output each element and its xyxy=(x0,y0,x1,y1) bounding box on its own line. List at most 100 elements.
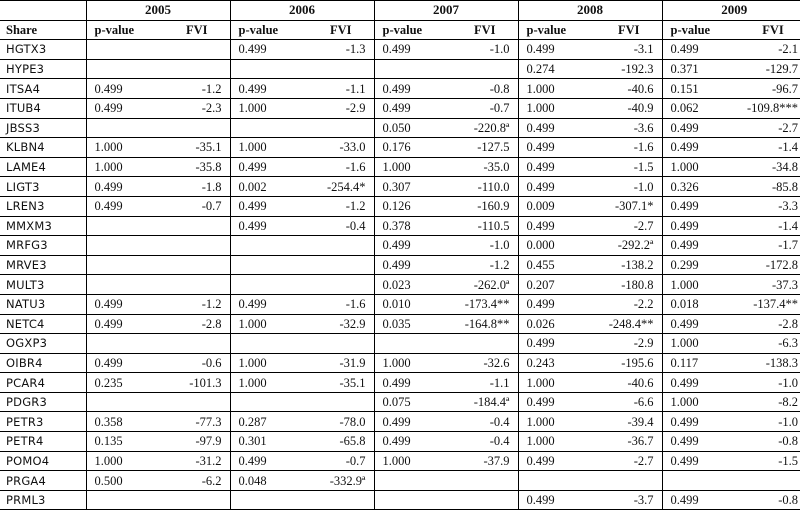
pvalue-cell: 0.299 xyxy=(661,255,740,276)
fvi-cell: -0.4 xyxy=(452,431,518,452)
fvi-column-header: FVI xyxy=(308,20,374,41)
table-row: MMXM3 0.499 -0.4 0.378 -110.5 0.499 -2.7 0.499-… xyxy=(0,216,800,237)
fvi-cell: -96.7 xyxy=(740,78,800,99)
table-row: KLBN4 1.000 -35.1 1.000 -33.0 0.176 -127.5 0.49… xyxy=(0,137,800,158)
table-row: MRVE3 0.499 -1.2 0.455 -138.2 0.299 -172.8 xyxy=(0,255,800,276)
fvi-cell: -40.6 xyxy=(596,78,662,99)
share-cell: ITUB4 xyxy=(0,98,86,119)
pvalue-cell xyxy=(373,470,452,491)
pvalue-cell: 0.499 xyxy=(661,314,740,335)
fvi-cell: -109.8*** xyxy=(740,98,800,119)
pvalue-cell: 0.151 xyxy=(661,78,740,99)
fvi-cell: -6.6 xyxy=(596,392,662,413)
fvi-cell: -248.4** xyxy=(596,314,662,335)
fvi-cell: -138.3 xyxy=(740,353,800,374)
pvalue-cell xyxy=(229,118,308,139)
fvi-cell: -32.6 xyxy=(452,353,518,374)
pvalue-cell: 0.018 xyxy=(661,294,740,315)
fvi-cell: -0.8 xyxy=(740,490,800,510)
pvalue-cell: 0.499 xyxy=(229,294,308,315)
fvi-cell: -110.5 xyxy=(452,216,518,237)
fvi-cell: -65.8 xyxy=(308,431,374,452)
pvalue-cell: 1.000 xyxy=(229,314,308,335)
pvalue-cell: 0.499 xyxy=(85,294,164,315)
table-row: NATU3 0.499 -1.2 0.499 -1.6 0.010 -173.4** 0.49… xyxy=(0,294,800,315)
fvi-cell: -1.4 xyxy=(740,137,800,158)
share-cell: MRVE3 xyxy=(0,255,86,276)
fvi-cell: -1.3 xyxy=(308,39,374,60)
share-column-header: Share xyxy=(0,20,86,41)
share-cell: PETR4 xyxy=(0,431,86,452)
fvi-cell: -2.8 xyxy=(740,314,800,335)
year-header: 2008 xyxy=(517,0,662,21)
pvalue-cell: 0.499 xyxy=(373,431,452,452)
pvalue-cell: 1.000 xyxy=(661,157,740,178)
pvalue-cell: 1.000 xyxy=(517,372,596,393)
fvi-cell: -262.0ª xyxy=(452,274,518,295)
table-row: HYPE3 0.274 -192.3 0.371 -129.7 xyxy=(0,59,800,80)
fvi-cell: -127.5 xyxy=(452,137,518,158)
pvalue-cell: 1.000 xyxy=(661,392,740,413)
pvalue-cell xyxy=(373,59,452,80)
pvalue-cell: 0.243 xyxy=(517,353,596,374)
pvalue-cell: 1.000 xyxy=(661,274,740,295)
pvalue-cell: 0.009 xyxy=(517,196,596,217)
fvi-cell xyxy=(308,490,374,510)
pvalue-cell: 0.499 xyxy=(517,451,596,472)
table-row: HGTX3 0.499 -1.3 0.499 -1.0 0.499 -3.1 0.499 -2.… xyxy=(0,39,800,60)
pvalue-cell xyxy=(85,59,164,80)
pvalue-cell: 0.499 xyxy=(661,216,740,237)
fvi-cell: -2.7 xyxy=(740,118,800,139)
pvalue-cell: 1.000 xyxy=(661,333,740,354)
fvi-cell xyxy=(308,392,374,413)
table-row: PDGR3 0.075 -184.4ª 0.499 -6.6 1.000 -8.2 xyxy=(0,392,800,413)
fvi-cell: -78.0 xyxy=(308,411,374,433)
fvi-cell xyxy=(740,470,800,491)
fvi-cell: -39.4 xyxy=(596,411,662,433)
pvalue-cell: 1.000 xyxy=(229,137,308,158)
pvalue-cell: 0.499 xyxy=(85,98,164,119)
fvi-cell xyxy=(164,39,230,60)
pvalue-cell: 0.499 xyxy=(373,39,452,60)
pvalue-cell: 0.499 xyxy=(517,294,596,315)
pvalue-cell: 1.000 xyxy=(85,137,164,158)
table-row: NETC4 0.499 -2.8 1.000 -32.9 0.035 -164.8** 0.0… xyxy=(0,314,800,335)
pvalue-column-header: p-value xyxy=(229,20,308,41)
pvalue-cell xyxy=(373,490,452,510)
fvi-cell: -1.2 xyxy=(164,78,230,99)
share-cell: PDGR3 xyxy=(0,392,86,413)
fvi-cell: -0.4 xyxy=(308,216,374,237)
pvalue-cell xyxy=(85,235,164,256)
pvalue-cell: 0.499 xyxy=(661,39,740,60)
pvalue-cell: 0.499 xyxy=(229,39,308,60)
table-body: HGTX3 0.499 -1.3 0.499 -1.0 0.499 -3.1 0.499 -2.… xyxy=(0,39,800,510)
fvi-cell: -3.7 xyxy=(596,490,662,510)
fvi-cell: -6.3 xyxy=(740,333,800,354)
fvi-cell: -173.4** xyxy=(452,294,518,315)
fvi-cell: -138.2 xyxy=(596,255,662,276)
pvalue-cell: 0.499 xyxy=(373,78,452,99)
fvi-cell: -37.9 xyxy=(452,451,518,472)
share-cell: PCAR4 xyxy=(0,372,86,393)
pvalue-cell: 0.499 xyxy=(517,392,596,413)
table-row: ITUB4 0.499 -2.3 1.000 -2.9 0.499 -0.7 1.000 -40… xyxy=(0,98,800,119)
year-header-row: 2005 2006 2007 2008 2009 xyxy=(0,0,800,21)
fvi-cell: -35.0 xyxy=(452,157,518,178)
pvalue-cell: 0.499 xyxy=(661,196,740,217)
fvi-cell: -129.7 xyxy=(740,59,800,80)
fvi-cell xyxy=(308,118,374,139)
pvalue-cell: 0.274 xyxy=(517,59,596,80)
pvalue-cell: 0.499 xyxy=(373,98,452,119)
fvi-cell xyxy=(308,274,374,295)
pvalue-cell: 0.002 xyxy=(229,176,308,197)
table-row: POMO4 1.000 -31.2 0.499 -0.7 1.000 -37.9 0.499-… xyxy=(0,451,800,472)
fvi-cell xyxy=(596,470,662,491)
fvi-cell xyxy=(164,235,230,256)
pvalue-cell: 0.500 xyxy=(85,470,164,491)
pvalue-cell: 0.301 xyxy=(229,431,308,452)
pvalue-cell: 0.499 xyxy=(229,78,308,99)
pvalue-cell xyxy=(229,333,308,354)
pvalue-cell: 0.499 xyxy=(229,196,308,217)
fvi-cell: -0.7 xyxy=(308,451,374,472)
pvalue-cell xyxy=(85,216,164,237)
